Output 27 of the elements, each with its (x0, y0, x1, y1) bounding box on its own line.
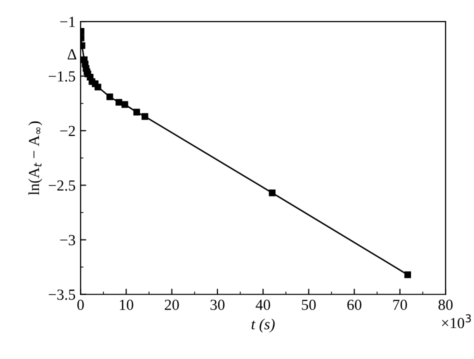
point (116, 98, 122, 106)
text: ×10$^{3}$ (442, 314, 471, 328)
x-tick-label: 40 (256, 300, 270, 310)
x-axis-title: t (s) (252, 318, 275, 333)
y-tick-label: −2.5 (48, 180, 76, 191)
point (122, 101, 128, 108)
x-tick-label: 0 (77, 300, 84, 310)
text: Δ (68, 49, 76, 60)
x-tick-label: 80 (438, 300, 453, 310)
y-tick-label: −3.5 (48, 290, 76, 300)
x-tick-label: 10 (120, 300, 134, 310)
point (404, 271, 412, 278)
y-tick-label: −3 (60, 234, 76, 246)
x-tick-label: 20 (164, 300, 179, 310)
point (94, 84, 102, 90)
point (106, 94, 114, 100)
point (133, 108, 140, 116)
y-tick-label: −1 (60, 16, 75, 27)
y-tick-label: −2 (60, 126, 75, 136)
x-tick-label: 70 (393, 300, 407, 310)
x-tick-label: 60 (347, 300, 362, 310)
x-tick-label: 30 (210, 300, 225, 310)
point (142, 113, 148, 120)
y-tick-label: −1.5 (48, 71, 76, 82)
y-axis-title: ln(A$_{t}$ − A$_{∞}$) (28, 121, 42, 196)
point (268, 190, 276, 196)
x-tick-label: 50 (302, 300, 316, 310)
